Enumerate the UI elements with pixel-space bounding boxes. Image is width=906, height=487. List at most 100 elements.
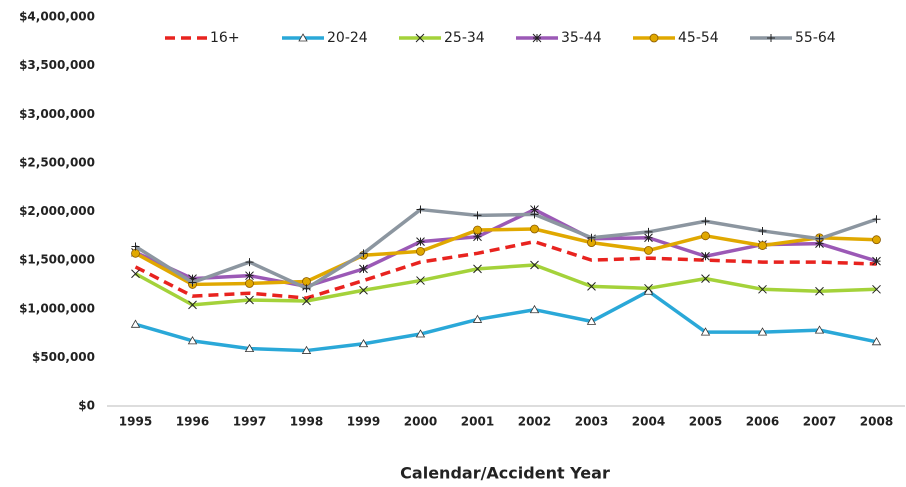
marker: [473, 225, 482, 235]
marker: [649, 33, 659, 43]
marker: [415, 329, 426, 338]
marker: [701, 217, 710, 226]
marker: [473, 211, 482, 220]
marker: [244, 343, 255, 353]
marker: [359, 264, 368, 274]
marker: [587, 233, 596, 242]
marker: [815, 234, 824, 243]
marker: [473, 232, 482, 242]
x-tick-label: 1998: [290, 415, 323, 429]
marker: [416, 205, 425, 214]
marker: [644, 233, 653, 243]
marker: [245, 271, 254, 281]
x-tick-label: 2001: [461, 415, 494, 429]
marker: [416, 276, 425, 285]
marker: [416, 246, 425, 256]
marker: [359, 249, 368, 258]
marker: [131, 242, 140, 251]
y-tick-label: $0: [78, 399, 95, 413]
marker: [701, 231, 710, 241]
marker: [757, 327, 768, 336]
marker: [530, 205, 539, 214]
marker: [131, 269, 140, 279]
marker: [872, 235, 881, 245]
marker: [532, 33, 542, 43]
marker: [188, 278, 197, 287]
series-line: [135, 289, 877, 353]
y-tick-label: $1,500,000: [19, 253, 95, 267]
marker: [644, 245, 653, 255]
marker: [644, 283, 653, 293]
marker: [302, 296, 311, 306]
marker: [187, 336, 198, 345]
series-line: [134, 227, 877, 287]
legend-label: 25-34: [444, 30, 485, 46]
marker: [758, 241, 767, 250]
marker: [473, 264, 482, 274]
marker: [815, 239, 824, 248]
x-tick-label: 2000: [404, 415, 437, 429]
marker: [188, 300, 197, 310]
x-tick-label: 2003: [575, 415, 608, 429]
marker: [530, 210, 539, 219]
series-line: [134, 239, 877, 300]
x-tick-label: 2004: [632, 415, 665, 429]
marker: [359, 285, 368, 295]
marker: [416, 237, 425, 247]
marker: [131, 248, 140, 258]
marker: [530, 260, 539, 270]
marker: [529, 304, 540, 314]
x-axis-title: Calendar/Accident Year: [400, 464, 610, 483]
y-tick-label: $1,000,000: [19, 301, 95, 315]
x-tick-label: 2008: [860, 415, 893, 429]
y-tick-label: $2,000,000: [19, 204, 95, 218]
marker: [298, 33, 308, 42]
marker: [530, 224, 539, 234]
marker: [872, 284, 881, 294]
marker: [587, 282, 596, 291]
marker: [767, 34, 775, 42]
marker: [245, 295, 254, 305]
y-tick-label: $500,000: [32, 350, 95, 364]
marker: [758, 226, 767, 235]
y-tick-label: $4,000,000: [19, 10, 95, 24]
x-tick-label: 2002: [518, 415, 551, 429]
marker: [302, 284, 311, 293]
marker: [245, 279, 254, 288]
marker: [814, 325, 825, 334]
legend-label: 20-24: [327, 30, 368, 46]
marker: [758, 284, 767, 294]
marker: [301, 345, 312, 354]
marker: [701, 274, 710, 283]
legend-label: 55-64: [795, 30, 836, 46]
x-tick-label: 1996: [176, 415, 209, 429]
series-line: [134, 207, 878, 289]
y-tick-label: $3,000,000: [19, 107, 95, 121]
series-line: [134, 207, 878, 291]
x-tick-label: 2007: [803, 415, 836, 429]
legend-label: 45-54: [678, 30, 719, 46]
x-tick-label: 2005: [689, 415, 722, 429]
x-tick-label: 1999: [347, 415, 380, 429]
y-tick-label: $2,500,000: [19, 155, 95, 169]
x-tick-label: 2006: [746, 415, 779, 429]
marker: [586, 316, 597, 325]
marker: [701, 251, 710, 261]
marker: [358, 338, 369, 348]
legend-label: 35-44: [561, 30, 602, 46]
marker: [302, 277, 311, 286]
marker: [872, 215, 881, 224]
y-tick-label: $3,500,000: [19, 58, 95, 72]
marker: [472, 314, 483, 323]
x-tick-label: 1997: [233, 415, 266, 429]
marker: [130, 319, 141, 328]
marker: [815, 286, 824, 296]
series-line: [134, 263, 877, 307]
marker: [245, 258, 254, 267]
marker: [700, 327, 711, 336]
marker: [872, 256, 881, 266]
x-tick-label: 1995: [119, 415, 152, 429]
marker: [871, 337, 882, 346]
